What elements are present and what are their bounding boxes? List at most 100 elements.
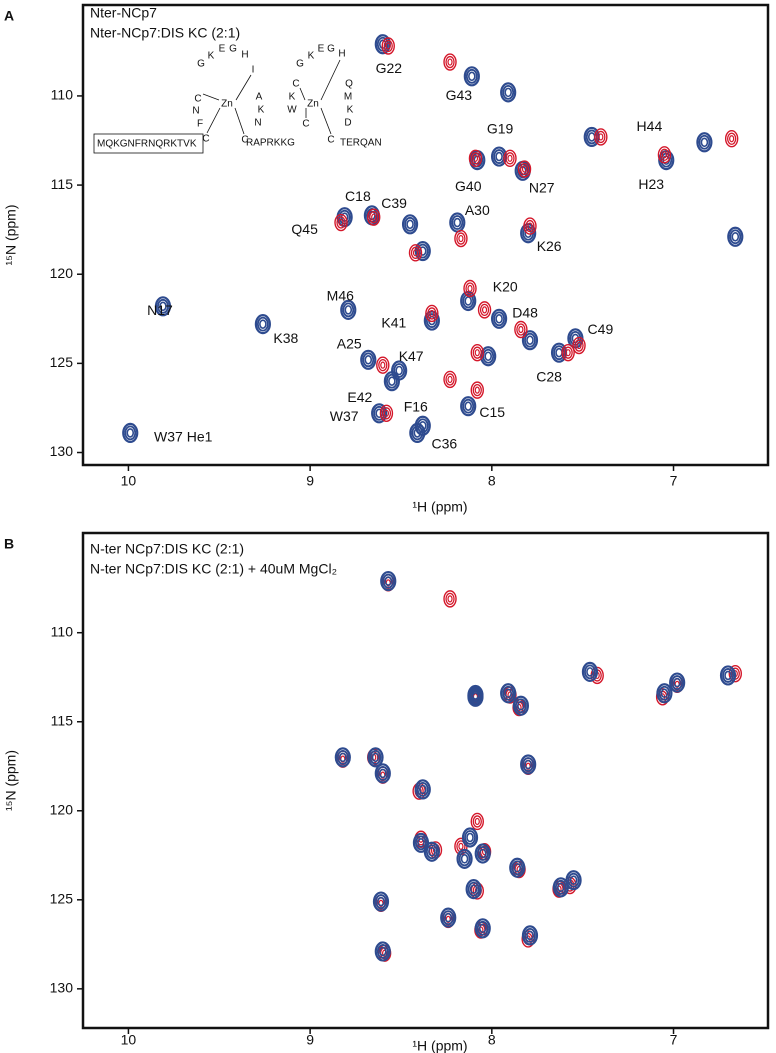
contour <box>380 570 397 592</box>
peak-label: H44 <box>637 118 663 134</box>
peak <box>460 290 477 312</box>
contour <box>521 330 539 351</box>
x-tick-label: 10 <box>121 1032 137 1048</box>
contour <box>468 149 483 168</box>
contour <box>470 381 484 399</box>
contour <box>154 296 172 317</box>
contour <box>334 213 348 232</box>
panel-label: B <box>4 536 14 552</box>
contour <box>729 229 742 245</box>
sequence-segment: NQ <box>148 139 163 150</box>
contour <box>504 87 512 98</box>
peak <box>523 217 537 235</box>
contour <box>661 151 668 159</box>
inset-lines <box>93 59 341 154</box>
contour <box>417 838 425 848</box>
residue: K <box>208 51 215 62</box>
contour <box>480 346 497 367</box>
contour <box>126 428 135 438</box>
peak <box>254 314 271 335</box>
contour <box>472 383 482 397</box>
contour <box>375 894 387 909</box>
peak <box>657 146 672 164</box>
contour <box>395 365 403 376</box>
contour <box>526 335 534 345</box>
residue: Zn <box>307 99 319 110</box>
peak <box>443 590 457 608</box>
contour <box>423 310 440 331</box>
peak-label: G43 <box>446 87 473 103</box>
sequence-box <box>93 133 204 154</box>
contour <box>490 308 508 329</box>
contour <box>511 860 524 876</box>
contour <box>379 404 394 422</box>
panel-label: A <box>4 8 14 24</box>
contour <box>456 232 466 245</box>
contour <box>414 240 431 262</box>
contour <box>428 846 436 857</box>
residue: C <box>194 94 201 105</box>
contour <box>382 949 388 957</box>
peak <box>376 356 390 374</box>
contour <box>596 130 606 144</box>
contour <box>443 590 457 608</box>
y-axis-title: ¹⁵N (ppm) <box>3 750 19 811</box>
peak-label: C18 <box>345 188 371 204</box>
contour <box>470 812 484 831</box>
contour <box>729 135 735 143</box>
contour <box>467 686 484 707</box>
peak <box>581 661 599 682</box>
peak <box>724 130 739 148</box>
contour <box>561 343 575 362</box>
x-axis-title: ¹H (ppm) <box>412 1038 467 1053</box>
residue: I <box>252 65 255 76</box>
contour <box>466 832 474 843</box>
residue: Zn <box>221 99 233 110</box>
contour <box>474 349 480 357</box>
contour <box>369 749 382 765</box>
tail: TERQAN <box>340 138 382 149</box>
contour <box>463 279 477 298</box>
contour <box>520 754 537 775</box>
contour <box>463 66 480 87</box>
peak <box>440 907 457 928</box>
legend-entry: N-ter NCp7:DIS KC (2:1) + 40uM MgCl₂ <box>90 561 337 577</box>
contour <box>476 920 489 936</box>
contour <box>481 306 488 314</box>
contour <box>122 422 139 444</box>
y-axis-title: ¹⁵N (ppm) <box>3 204 19 265</box>
peak <box>520 754 537 775</box>
contour <box>470 343 484 362</box>
contour <box>476 846 489 861</box>
peak <box>727 226 744 247</box>
contour <box>425 304 439 323</box>
peak-label: C39 <box>381 195 407 211</box>
contour <box>524 759 532 770</box>
contour <box>423 841 440 862</box>
contour <box>524 928 536 943</box>
contour <box>727 132 737 145</box>
plot-frame <box>81 531 770 1030</box>
contour <box>159 301 167 312</box>
contour <box>385 42 391 50</box>
contour <box>556 885 562 893</box>
contour <box>464 296 472 306</box>
bond <box>206 107 221 134</box>
contour <box>381 407 392 420</box>
contour <box>512 695 529 716</box>
peak-label: H23 <box>638 176 664 192</box>
contour <box>425 844 438 860</box>
peak <box>490 308 508 329</box>
contour <box>372 891 390 912</box>
contour <box>418 784 427 795</box>
contour <box>383 39 393 53</box>
contour <box>453 217 462 228</box>
contour <box>379 768 387 779</box>
residue: H <box>338 49 345 60</box>
contour <box>727 226 744 247</box>
contour <box>521 165 528 173</box>
peak-label: W37 He1 <box>154 429 213 445</box>
peak <box>470 381 484 399</box>
peak-label: M46 <box>327 288 354 304</box>
